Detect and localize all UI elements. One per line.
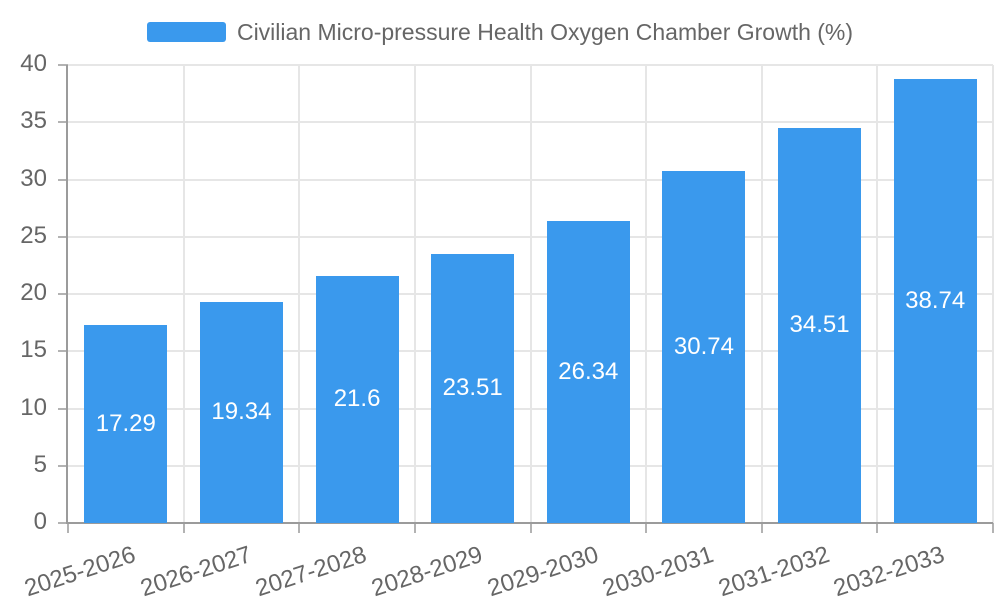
x-axis-tick [992, 523, 994, 533]
y-axis-tick-label: 30 [20, 164, 47, 192]
y-axis-tick-label: 10 [20, 393, 47, 421]
bar[interactable]: 30.74 [662, 171, 746, 523]
bar[interactable]: 17.29 [84, 325, 168, 523]
bar[interactable]: 34.51 [778, 127, 862, 523]
y-axis-line [66, 65, 68, 523]
y-axis-tick-label: 0 [33, 508, 47, 535]
x-axis-tick-label: 2029-2030 [483, 541, 602, 602]
y-axis-tick [58, 407, 68, 410]
bar[interactable]: 19.34 [199, 301, 283, 523]
bar-value-label: 19.34 [211, 398, 272, 426]
x-axis-tick [182, 523, 185, 533]
v-gridline [760, 65, 763, 523]
y-axis-tick [58, 522, 68, 524]
x-axis-tick [876, 523, 879, 533]
bar-value-label: 21.6 [333, 385, 381, 413]
bar-value-label: 23.51 [442, 374, 503, 402]
y-axis-tick [58, 121, 68, 124]
x-axis-tick-label: 2031-2032 [715, 541, 833, 602]
x-axis-tick-label: 2026-2027 [136, 541, 255, 602]
x-axis-tick-label: 2025-2026 [21, 541, 139, 602]
x-axis-line [66, 522, 993, 524]
y-axis-tick-label: 25 [20, 221, 47, 249]
bar[interactable]: 38.74 [893, 79, 977, 523]
x-axis-tick [298, 523, 301, 533]
x-axis-tick [645, 523, 648, 533]
y-axis-tick-label: 5 [33, 450, 47, 478]
y-axis-tick [58, 235, 68, 238]
legend-label: Civilian Micro-pressure Health Oxygen Ch… [236, 19, 854, 45]
y-axis-tick [58, 464, 68, 467]
y-axis-tick [58, 293, 68, 295]
bar-value-label: 38.74 [905, 287, 966, 315]
v-gridline [182, 65, 185, 523]
v-gridline [645, 65, 648, 523]
bar[interactable]: 26.34 [546, 221, 630, 523]
y-axis-tick [58, 350, 68, 353]
bar[interactable]: 21.6 [315, 275, 399, 523]
bar-value-label: 17.29 [95, 410, 156, 437]
v-gridline [992, 65, 994, 523]
legend-item[interactable]: Civilian Micro-pressure Health Oxygen Ch… [0, 17, 1000, 47]
x-axis-tick [529, 523, 532, 533]
x-axis-tick [760, 523, 763, 533]
y-axis-tick-label: 15 [20, 336, 47, 364]
y-axis-tick-label: 35 [20, 107, 47, 135]
y-axis-tick-label: 20 [20, 279, 47, 306]
y-axis-tick [58, 64, 68, 66]
legend-swatch [146, 22, 226, 42]
bar-value-label: 34.51 [789, 311, 850, 339]
x-axis-tick-label: 2027-2028 [252, 541, 371, 602]
bar[interactable]: 23.51 [431, 253, 515, 523]
v-gridline [529, 65, 532, 523]
y-axis-tick-label: 40 [20, 50, 47, 77]
v-gridline [298, 65, 301, 523]
x-axis-tick [67, 523, 69, 533]
x-axis-tick-label: 2030-2031 [599, 541, 717, 602]
y-axis-tick [58, 178, 68, 181]
bar-value-label: 30.74 [673, 333, 734, 360]
x-axis-tick [413, 523, 416, 533]
v-gridline [876, 65, 879, 523]
v-gridline [413, 65, 416, 523]
bar-value-label: 26.34 [558, 358, 619, 386]
x-axis-tick-label: 2032-2033 [830, 541, 949, 602]
x-axis-tick-label: 2028-2029 [368, 541, 486, 602]
